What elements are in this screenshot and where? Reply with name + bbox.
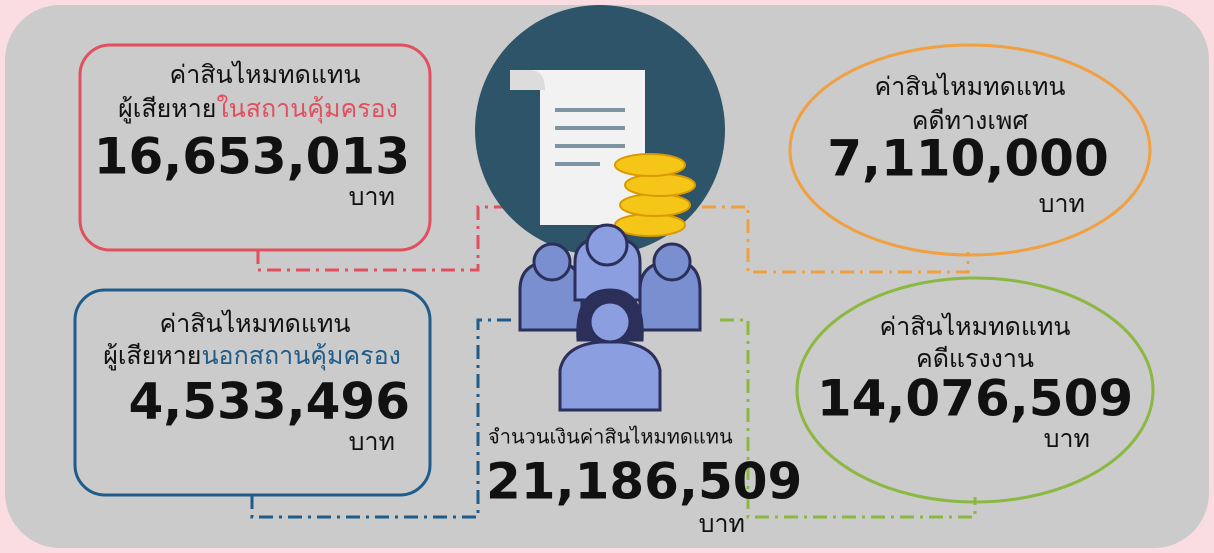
unit: บาท <box>349 182 395 211</box>
total-label: จำนวนเงินค่าสินไหมทดแทน <box>488 425 733 449</box>
label: ผู้เสียหายนอกสถานคุ้มครอง <box>103 341 401 371</box>
amount: 14,076,509 <box>817 370 1133 428</box>
total-amount: 21,186,509 <box>486 453 802 511</box>
highlight: นอกสถานคุ้มครอง <box>201 341 400 371</box>
page: ค่าสินไหมทดแทน ผู้เสียหายในสถานคุ้มครอง … <box>0 0 1214 553</box>
label: ค่าสินไหมทดแทน <box>874 72 1065 101</box>
label-part: ผู้เสียหาย <box>118 94 216 124</box>
amount: 16,653,013 <box>94 128 410 186</box>
total-unit: บาท <box>699 509 745 538</box>
label-part: ผู้เสียหาย <box>103 341 201 371</box>
amount: 4,533,496 <box>128 373 410 431</box>
unit: บาท <box>349 427 395 456</box>
label: ค่าสินไหมทดแทน <box>879 312 1070 341</box>
unit: บาท <box>1044 424 1090 453</box>
unit: บาท <box>1039 189 1085 218</box>
label: ค่าสินไหมทดแทน <box>169 60 360 89</box>
highlight: ในสถานคุ้มครอง <box>216 94 397 124</box>
amount: 7,110,000 <box>827 130 1109 188</box>
infographic: ค่าสินไหมทดแทน ผู้เสียหายในสถานคุ้มครอง … <box>0 0 1214 553</box>
label: ผู้เสียหายในสถานคุ้มครอง <box>118 94 398 124</box>
label: ค่าสินไหมทดแทน <box>159 309 350 338</box>
